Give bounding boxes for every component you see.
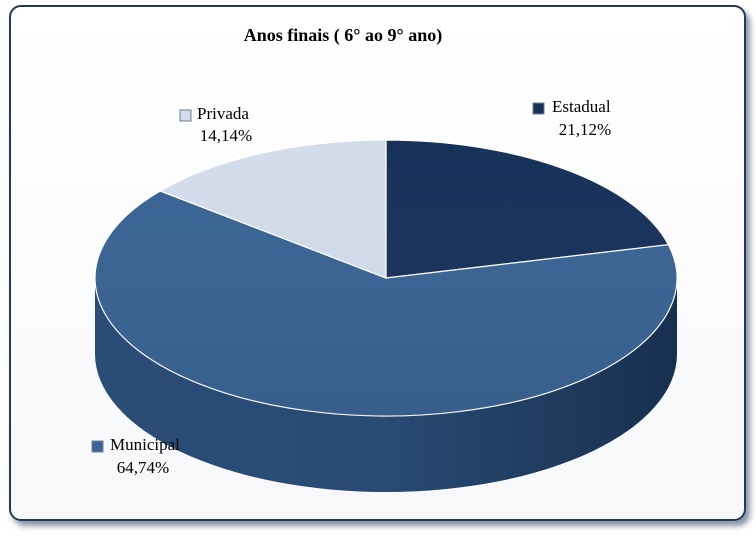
side-municipal bbox=[95, 278, 677, 492]
label-privada: Privada bbox=[197, 104, 249, 123]
chart-title: Anos finais ( 6° ao 9° ano) bbox=[244, 25, 442, 46]
value-municipal: 64,74% bbox=[117, 458, 169, 477]
legend-marker-estadual bbox=[532, 102, 545, 115]
value-privada: 14,14% bbox=[200, 126, 252, 145]
legend-marker-municipal bbox=[91, 440, 104, 453]
value-estadual: 21,12% bbox=[559, 120, 611, 139]
label-municipal: Municipal bbox=[110, 435, 180, 454]
label-estadual: Estadual bbox=[552, 97, 611, 116]
legend-marker-privada bbox=[179, 109, 192, 122]
pie-top-shading bbox=[95, 140, 677, 416]
